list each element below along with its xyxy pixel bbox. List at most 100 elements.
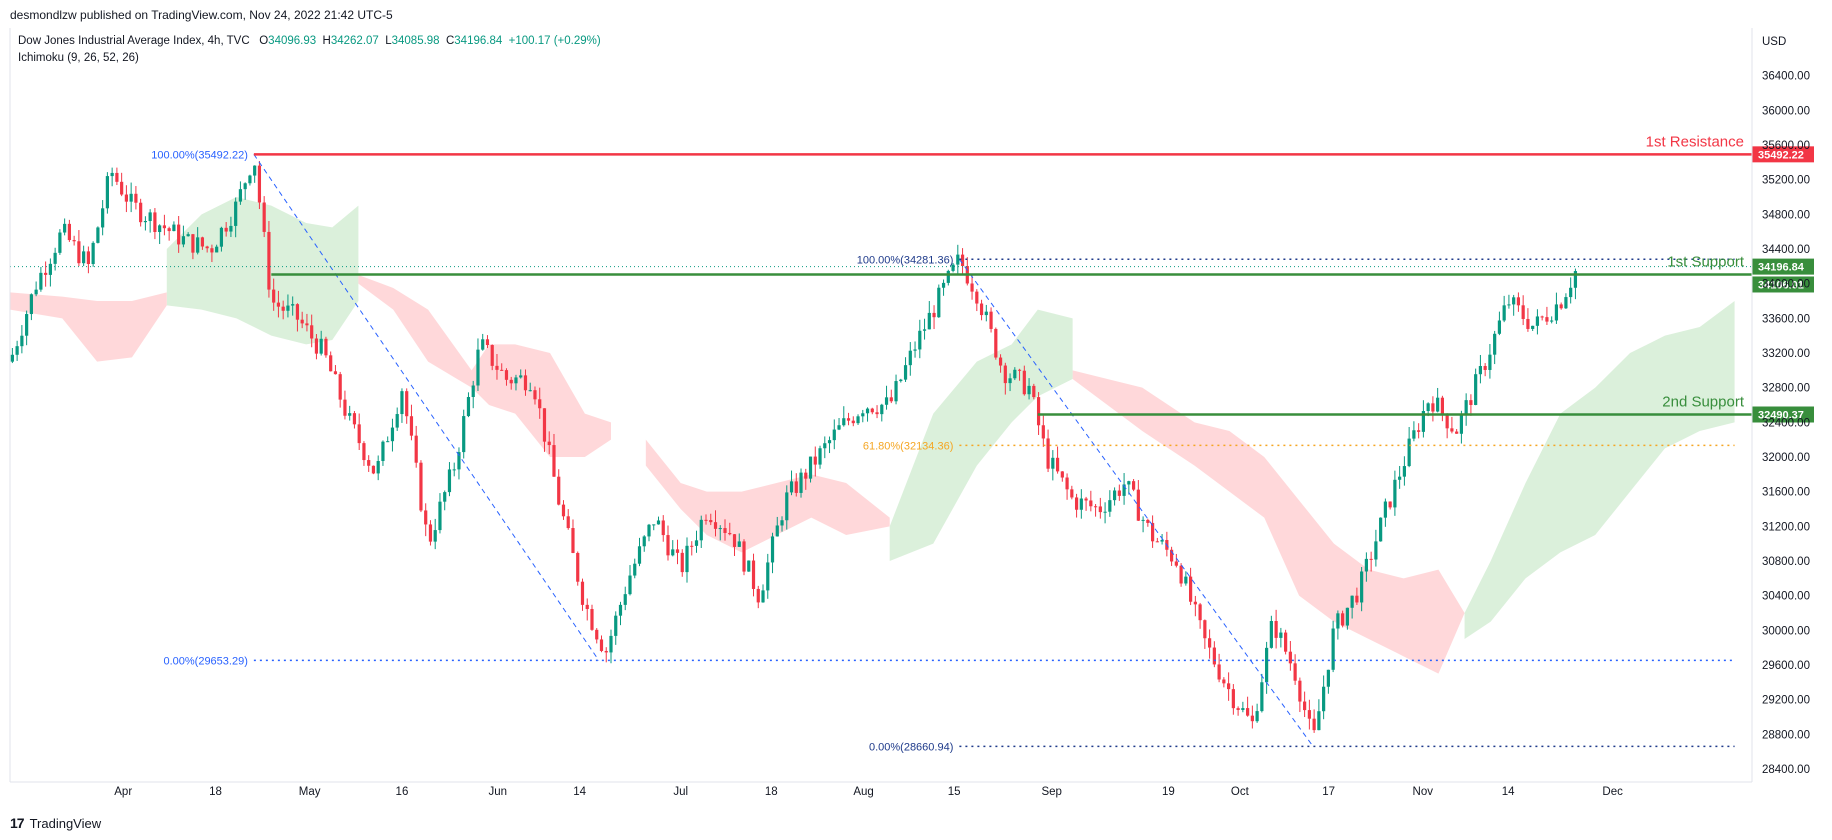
candle-body — [1041, 425, 1045, 439]
candle-body — [533, 390, 537, 400]
candle-body — [1374, 541, 1378, 560]
candle-body — [495, 365, 499, 370]
candle-body — [314, 338, 319, 354]
candle-body — [234, 201, 238, 226]
candle-body — [690, 545, 694, 547]
candle-body — [34, 289, 38, 295]
price-tick-label: 33600.00 — [1762, 313, 1810, 325]
candle-body — [1550, 320, 1554, 322]
candle-body — [86, 251, 90, 265]
candle-body — [827, 440, 832, 444]
candle-body — [300, 319, 304, 324]
candle-body — [789, 481, 794, 493]
candle-body — [585, 604, 589, 610]
candle-body — [775, 525, 779, 537]
price-axis[interactable]: 28400.00 28800.00 29200.00 29600.00 30000.00… — [1762, 71, 1810, 776]
candle-body — [414, 435, 418, 463]
candle-body — [998, 357, 1003, 366]
level-price-tag — [1752, 276, 1814, 293]
candle-body — [1535, 316, 1540, 326]
candle-body — [1093, 506, 1098, 508]
symbol-legend: Dow Jones Industrial Average Index, 4h, … — [18, 35, 601, 47]
fib-trendline — [253, 154, 600, 661]
candle-body — [1203, 620, 1207, 639]
candle-body — [1060, 471, 1064, 478]
candle-body — [1388, 501, 1392, 508]
candle-body — [181, 236, 186, 245]
candle-body — [205, 246, 209, 249]
candle-body — [1022, 370, 1026, 395]
candle-body — [134, 193, 138, 203]
candle-body — [1450, 428, 1454, 432]
candle-body — [276, 302, 281, 307]
candle-body — [756, 588, 760, 603]
price-tick-label: 29200.00 — [1762, 695, 1810, 707]
candle-body — [851, 420, 855, 424]
candle-body — [713, 522, 718, 529]
tradingview-brand[interactable]: 17 TradingView — [10, 815, 101, 831]
candle-body — [1269, 621, 1273, 648]
price-tick-label: 31200.00 — [1762, 521, 1810, 533]
candle-body — [329, 355, 333, 372]
candle-body — [514, 377, 518, 384]
candle-body — [63, 223, 67, 233]
price-tick-label: 36000.00 — [1762, 105, 1810, 117]
candle-body — [400, 391, 404, 415]
candle-body — [1483, 366, 1487, 370]
candle-body — [405, 391, 409, 417]
candle-body — [918, 330, 922, 350]
time-axis[interactable]: Apr 18 May 16 Jun 14 Jul 18 Aug 15 Sep 19 Oct 17 Nov 14… — [114, 786, 1623, 798]
candle-body — [666, 535, 670, 556]
candle-body — [10, 354, 14, 362]
candle-body — [861, 413, 865, 417]
candle-body — [642, 536, 646, 547]
candle-body — [590, 609, 594, 630]
candle-body — [856, 416, 860, 424]
candle-body — [946, 270, 950, 283]
candle-body — [1436, 397, 1440, 412]
candle-body — [960, 254, 965, 267]
candle-body — [305, 323, 309, 326]
candle-body — [48, 263, 52, 275]
candle-body — [1383, 501, 1387, 518]
candle-body — [732, 534, 737, 547]
candle-body — [846, 418, 851, 421]
candle-body — [224, 227, 228, 232]
candle-body — [552, 445, 556, 477]
candle-body — [1336, 613, 1340, 629]
candle-body — [210, 248, 214, 253]
candle-body — [742, 541, 746, 572]
candle-body — [780, 520, 784, 526]
candle-body — [191, 234, 195, 253]
time-tick-label: 19 — [1162, 786, 1175, 798]
candle-body — [704, 519, 708, 521]
last-price-text: 34196.84 — [1758, 262, 1805, 274]
candle-body — [1179, 565, 1183, 584]
candle-body — [884, 397, 889, 405]
candle-body — [1112, 490, 1117, 501]
candle-body — [723, 528, 727, 533]
price-tick-label: 34400.00 — [1762, 244, 1810, 256]
candle-body — [1412, 430, 1416, 439]
indicator-legend[interactable]: Ichimoku (9, 26, 52, 26) — [18, 52, 139, 64]
candle-body — [865, 408, 870, 414]
candle-body — [15, 346, 19, 355]
time-tick-label: 14 — [1502, 786, 1515, 798]
fib-level-label: 100.00%(34281.36) — [857, 254, 954, 266]
candle-body — [903, 365, 908, 380]
price-tick-label: 30000.00 — [1762, 625, 1810, 637]
time-tick-label: May — [299, 786, 321, 798]
candle-body — [633, 563, 637, 576]
candle-body — [1516, 297, 1521, 306]
candle-body — [1474, 374, 1478, 405]
candle-body — [1345, 607, 1349, 626]
candle-body — [1455, 431, 1459, 434]
candle-body — [1307, 710, 1311, 719]
candle-body — [823, 443, 827, 449]
candle-body — [395, 414, 399, 428]
candle-body — [333, 371, 338, 375]
candle-body — [1127, 481, 1131, 485]
candle-body — [105, 176, 109, 209]
candle-body — [129, 193, 133, 202]
